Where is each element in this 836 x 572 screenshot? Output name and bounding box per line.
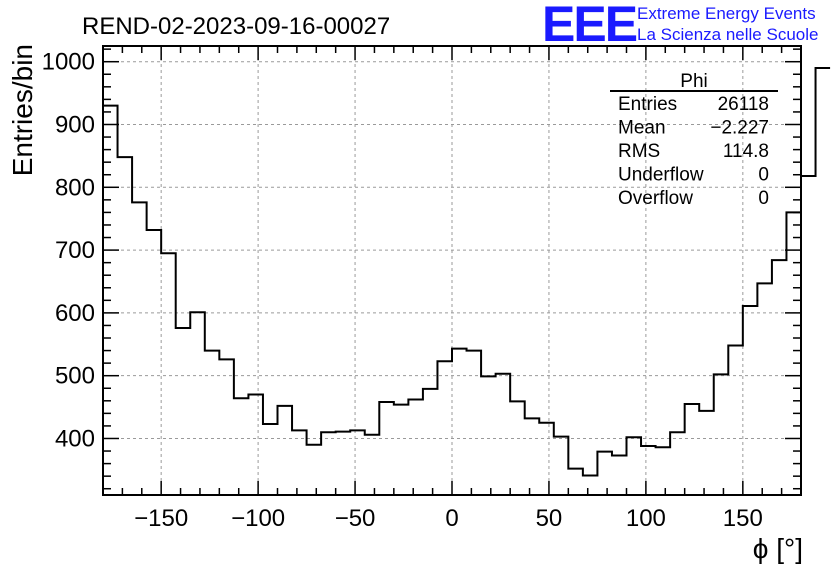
- x-tick-label: 100: [626, 505, 666, 532]
- chart-title: REND-02-2023-09-16-00027: [82, 13, 390, 40]
- y-tick-label: 500: [55, 363, 95, 390]
- stats-value: 0: [758, 188, 769, 209]
- stats-value: 26118: [718, 94, 769, 115]
- stats-name: Phi: [680, 71, 707, 92]
- stats-label: Entries: [618, 94, 677, 115]
- y-tick-label: 1000: [42, 49, 95, 76]
- axis-ticks: [103, 46, 801, 495]
- x-tick-label: 50: [536, 505, 563, 532]
- x-tick-label: −50: [335, 505, 376, 532]
- logo-mark: EEE: [542, 0, 637, 52]
- x-tick-labels: −150 −100 −50 0 50 100 150: [134, 505, 763, 532]
- histogram-line: [103, 66, 831, 477]
- x-axis-label: ϕ [°]: [753, 533, 803, 564]
- y-tick-label: 600: [55, 300, 95, 327]
- stats-rows: Entries 26118 Mean −2.227 RMS 114.8 Underflow 0…: [618, 94, 769, 209]
- stats-label: RMS: [618, 141, 660, 162]
- y-axis-label: Entries/bin: [7, 44, 38, 176]
- y-tick-label: 800: [55, 174, 95, 201]
- stats-value: 114.8: [723, 141, 769, 162]
- x-tick-label: −100: [231, 505, 285, 532]
- stats-label: Underflow: [618, 165, 704, 186]
- logo: EEE Extreme Energy Events La Scienza nel…: [542, 0, 818, 52]
- y-tick-label: 900: [55, 111, 95, 138]
- stats-value: 0: [758, 165, 769, 186]
- x-tick-label: 0: [445, 505, 458, 532]
- y-tick-labels: 400 500 600 700 800 900 1000: [42, 49, 95, 453]
- logo-line-1: Extreme Energy Events: [637, 4, 816, 23]
- x-tick-label: −150: [134, 505, 188, 532]
- stats-box: Phi Entries 26118 Mean −2.227 RMS 114.8 Underf…: [610, 71, 778, 209]
- x-tick-label: 150: [723, 505, 763, 532]
- grid-lines: [103, 46, 801, 495]
- y-tick-label: 400: [55, 425, 95, 452]
- stats-label: Overflow: [618, 188, 693, 209]
- logo-line-2: La Scienza nelle Scuole: [637, 25, 818, 44]
- stats-label: Mean: [618, 118, 666, 139]
- y-tick-label: 700: [55, 237, 95, 264]
- stats-value: −2.227: [710, 118, 769, 139]
